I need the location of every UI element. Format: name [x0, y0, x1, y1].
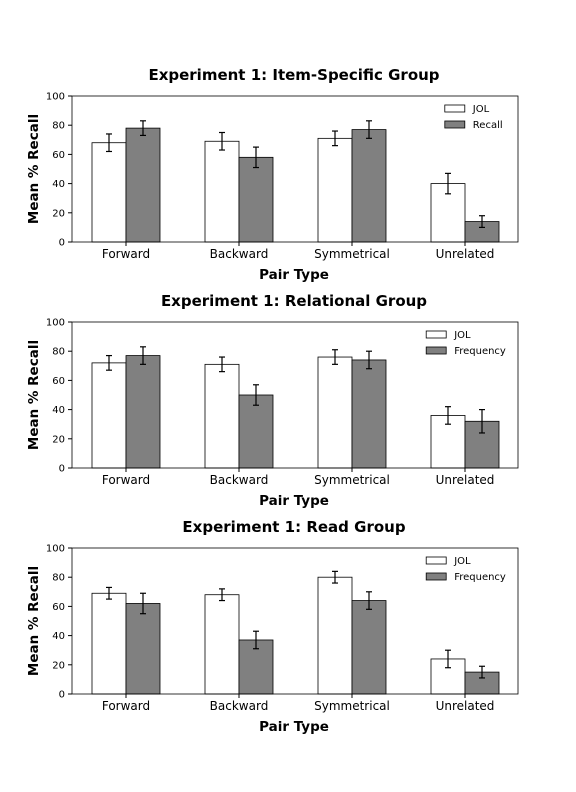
y-tick-label: 100	[46, 318, 65, 329]
legend-swatch	[444, 120, 466, 129]
legend-label: Frequency	[454, 346, 506, 357]
y-tick-label: 40	[52, 405, 65, 416]
y-tick-label: 40	[52, 631, 65, 642]
chart-title: Experiment 1: Relational Group	[161, 292, 427, 310]
bar	[317, 137, 353, 243]
bar	[125, 127, 161, 243]
legend-label: JOL	[472, 104, 490, 115]
x-tick-label: Backward	[210, 473, 269, 487]
y-axis-label: Mean % Recall	[26, 114, 42, 224]
x-tick-label: Symmetrical	[314, 699, 390, 713]
x-axis-label: Pair Type	[259, 719, 329, 735]
legend-swatch	[425, 556, 447, 565]
x-tick-label: Symmetrical	[314, 473, 390, 487]
x-tick-label: Backward	[210, 699, 269, 713]
bar	[91, 142, 127, 243]
bar	[351, 359, 387, 469]
bar	[204, 594, 240, 695]
legend: JOL Frequency	[425, 556, 506, 583]
x-tick-label: Symmetrical	[314, 247, 390, 261]
y-axis-label: Mean % Recall	[26, 340, 42, 450]
chart-panel-1: Experiment 1: Item-Specific Group 0 20 40 60…	[26, 66, 519, 283]
bar	[238, 156, 274, 243]
y-tick-label: 0	[59, 464, 65, 475]
x-tick-label: Forward	[102, 699, 150, 713]
legend: JOL Frequency	[425, 330, 506, 357]
axes-frame	[71, 547, 519, 695]
x-axis-label: Pair Type	[259, 493, 329, 509]
chart-panel-3: Experiment 1: Read Group 0 20 40 60 80 100 Forw…	[26, 518, 519, 735]
chart-panel-2: Experiment 1: Relational Group 0 20 40 60 80 1…	[26, 292, 519, 509]
chart-title: Experiment 1: Read Group	[182, 518, 405, 536]
legend: JOL Recall	[444, 104, 503, 131]
y-tick-label: 80	[52, 121, 65, 132]
bar	[317, 576, 353, 695]
y-tick-label: 100	[46, 544, 65, 555]
bar	[204, 363, 240, 469]
y-tick-label: 0	[59, 690, 65, 701]
legend-label: JOL	[453, 556, 471, 567]
chart-title: Experiment 1: Item-Specific Group	[148, 66, 439, 84]
x-tick-label: Forward	[102, 247, 150, 261]
y-tick-label: 80	[52, 573, 65, 584]
x-axis-label: Pair Type	[259, 267, 329, 283]
y-tick-label: 100	[46, 92, 65, 103]
y-tick-label: 0	[59, 238, 65, 249]
legend-swatch	[425, 572, 447, 581]
bar	[91, 592, 127, 695]
x-tick-label: Backward	[210, 247, 269, 261]
y-axis-label: Mean % Recall	[26, 566, 42, 676]
axes-frame	[71, 95, 519, 243]
bar	[91, 362, 127, 469]
legend-swatch	[444, 104, 466, 113]
x-tick-label: Unrelated	[436, 247, 495, 261]
legend-label: JOL	[453, 330, 471, 341]
bar	[351, 129, 387, 243]
x-tick-label: Unrelated	[436, 473, 495, 487]
y-tick-label: 60	[52, 602, 65, 613]
legend-swatch	[425, 346, 447, 355]
legend-label: Frequency	[454, 572, 506, 583]
axes-frame	[71, 321, 519, 469]
y-tick-label: 80	[52, 347, 65, 358]
x-tick-label: Forward	[102, 473, 150, 487]
y-tick-label: 20	[52, 660, 65, 671]
y-tick-label: 60	[52, 150, 65, 161]
legend-swatch	[425, 330, 447, 339]
bar	[317, 356, 353, 469]
legend-label: Recall	[473, 120, 503, 131]
bar	[125, 603, 161, 695]
bar	[238, 394, 274, 469]
y-tick-label: 20	[52, 434, 65, 445]
bar	[125, 355, 161, 469]
y-tick-label: 60	[52, 376, 65, 387]
x-tick-label: Unrelated	[436, 699, 495, 713]
y-tick-label: 40	[52, 179, 65, 190]
bar	[204, 140, 240, 243]
bar	[351, 600, 387, 695]
y-tick-label: 20	[52, 208, 65, 219]
